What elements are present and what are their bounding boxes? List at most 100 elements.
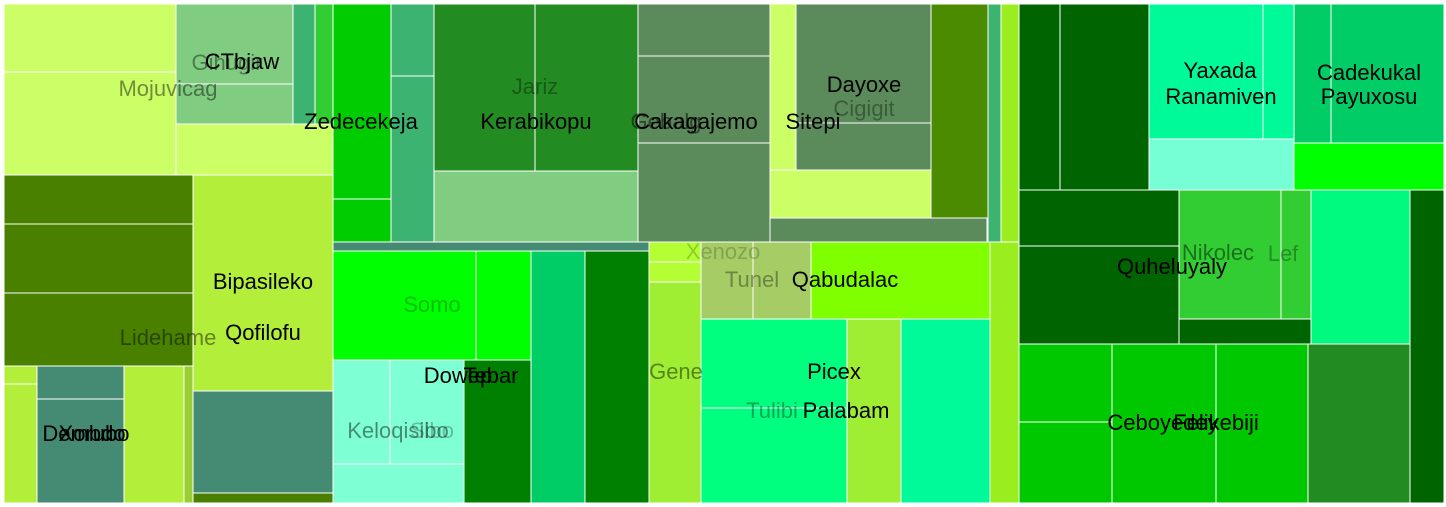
tile-label: Dayoxe — [827, 72, 902, 97]
tiles-layer — [3, 3, 1445, 504]
treemap-tile — [175, 123, 334, 176]
treemap-tile — [637, 55, 771, 144]
treemap-tile — [3, 3, 177, 73]
treemap-tile — [637, 3, 771, 57]
treemap-tile — [1178, 189, 1282, 320]
tile-label: Cadekukal — [1317, 60, 1421, 85]
treemap-tile — [795, 3, 932, 124]
tile-label: Xorubo — [59, 421, 130, 446]
treemap-tile — [1293, 3, 1332, 144]
treemap-tile — [700, 318, 848, 409]
tile-label: Tunel — [725, 267, 779, 292]
tile-label: Keloqisibo — [347, 418, 449, 443]
tile-label: Jariz — [512, 74, 558, 99]
tile-label: Mojuvicag — [118, 76, 217, 101]
tile-label: Zedecekeja — [304, 109, 419, 134]
treemap-tile — [648, 281, 702, 504]
treemap-tile — [769, 3, 797, 171]
tile-label: Sitepi — [785, 109, 840, 134]
treemap-tile — [463, 359, 532, 504]
tile-label: Xenozo — [686, 239, 761, 264]
tile-label: Bipasileko — [213, 269, 313, 294]
treemap-tile — [36, 365, 125, 400]
treemap-tile — [769, 217, 988, 243]
tile-label: Gihugir — [192, 50, 263, 75]
treemap-tile — [390, 75, 435, 243]
treemap-tile — [700, 407, 848, 504]
treemap-tile — [1178, 318, 1312, 345]
tile-label: Tulibi — [746, 398, 798, 423]
tile-label: Felikebiji — [1173, 410, 1259, 435]
treemap-tile — [1307, 343, 1411, 504]
tile-label: Cakagajemo — [634, 109, 758, 134]
tile-label: Picex — [807, 359, 861, 384]
treemap-tile — [1310, 189, 1411, 345]
tile-label: Dembdo — [42, 421, 125, 446]
tile-label: Qofilofu — [225, 320, 301, 345]
treemap-tile — [1059, 3, 1150, 191]
treemap-tile — [530, 250, 586, 504]
treemap-tile — [1293, 142, 1445, 191]
treemap-tile — [175, 3, 294, 85]
treemap-tile — [475, 250, 532, 361]
treemap-tile — [3, 292, 194, 367]
tile-label: Kerabikopu — [480, 109, 591, 134]
treemap-tile — [390, 3, 435, 77]
treemap-tile — [3, 174, 194, 225]
tile-label: Gebalg — [631, 109, 702, 134]
treemap-tile — [1409, 189, 1445, 504]
tile-label: Nikolec — [1182, 240, 1254, 265]
treemap-tile — [987, 3, 1002, 243]
treemap-tile — [332, 463, 465, 504]
treemap-tile — [123, 365, 185, 504]
treemap-tile — [332, 241, 650, 252]
treemap-tile — [332, 3, 392, 200]
treemap-tile — [192, 492, 334, 504]
treemap-tile — [989, 241, 1020, 504]
tile-label: Somo — [403, 292, 460, 317]
treemap-tile — [752, 241, 812, 320]
treemap-tile — [534, 3, 639, 172]
tile-label: Dowep — [424, 363, 492, 388]
treemap-tile — [1262, 3, 1295, 140]
treemap-tile — [389, 359, 465, 465]
treemap-tile — [584, 250, 650, 504]
treemap-tile — [3, 383, 38, 504]
treemap-tile — [314, 3, 334, 125]
treemap-tile — [332, 198, 392, 243]
treemap-tile — [332, 250, 477, 361]
treemap-tile — [900, 318, 991, 504]
tile-label: Ceboyedey — [1107, 410, 1218, 435]
treemap-tile — [769, 169, 932, 219]
tile-label: Sibo — [410, 418, 454, 443]
treemap-tile — [1018, 3, 1061, 191]
tile-label: Ranamiven — [1165, 84, 1276, 109]
treemap-tile — [1018, 421, 1113, 504]
tile-label: Lef — [1268, 241, 1299, 266]
treemap-tile — [1148, 3, 1264, 140]
treemap-tile — [1111, 343, 1217, 504]
treemap-tile — [192, 390, 334, 494]
treemap-tile — [930, 3, 989, 219]
tile-label: Quheluyaly — [1117, 254, 1227, 279]
treemap-tile — [433, 3, 536, 172]
treemap-tile — [332, 359, 391, 465]
treemap-tile — [3, 223, 194, 294]
tile-label: Qabudalac — [792, 267, 898, 292]
treemap-tile — [1148, 138, 1295, 191]
tile-label: Gene — [649, 359, 703, 384]
treemap-tile — [1018, 189, 1180, 247]
treemap-tile — [1018, 343, 1113, 423]
treemap-tile — [292, 3, 316, 125]
treemap-tile — [3, 71, 177, 176]
treemap-tile — [810, 241, 991, 320]
treemap-tile — [36, 398, 125, 504]
tile-label: CTbjaw — [205, 49, 280, 74]
treemap-tile — [1215, 343, 1309, 504]
tile-label: Cigigit — [833, 96, 894, 121]
treemap-tile — [3, 365, 38, 385]
treemap-tile — [183, 365, 194, 504]
tile-label: Palabam — [803, 398, 890, 423]
